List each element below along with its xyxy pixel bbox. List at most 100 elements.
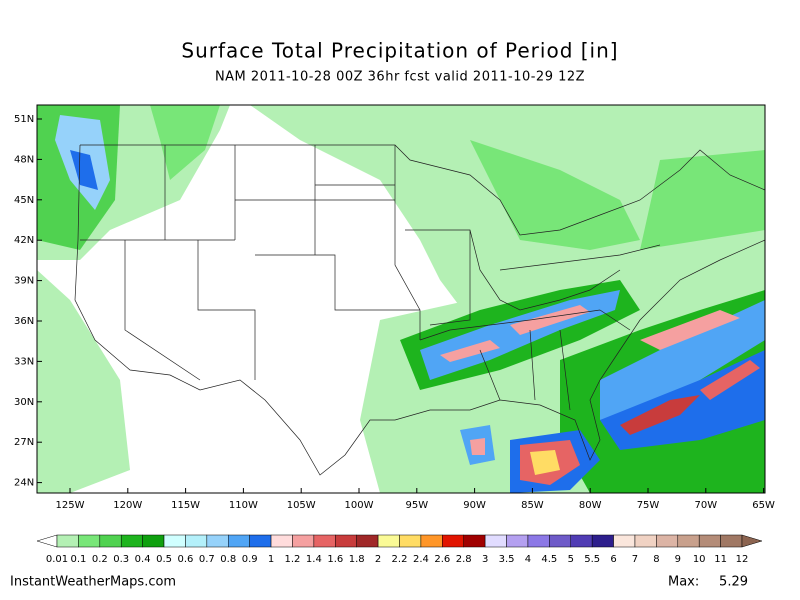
colorbar-label: 1.8 [349,554,365,565]
lat-label: 30N [14,397,34,408]
colorbar-label: 0.8 [220,554,236,565]
colorbar-label: 0.9 [242,554,258,565]
colorbar-label: 0.1 [70,554,86,565]
colorbar-label: 10 [693,554,706,565]
colorbar-label: 0.2 [92,554,108,565]
colorbar-label: 2 [375,554,381,565]
colorbar-swatch [656,534,679,548]
colorbar-swatch [463,534,486,548]
subtitle: NAM 2011-10-28 00Z 36hr fcst valid 2011-… [215,70,585,85]
lon-label: 110W [229,500,258,511]
lon-label: 90W [463,500,486,511]
lon-label: 125W [56,500,85,511]
lat-label: 36N [14,316,34,327]
colorbar-label: 5.5 [584,554,600,565]
colorbar-over [741,534,763,548]
colorbar-swatch [206,534,229,548]
lon-label: 75W [637,500,660,511]
colorbar-label: 1.6 [327,554,343,565]
colorbar-swatch [335,534,357,548]
colorbar-swatch [249,534,272,548]
colorbar-label: 6 [610,554,616,565]
site-name: InstantWeatherMaps.com [10,575,176,590]
colorbar-swatch [78,534,101,548]
colorbar-swatch [527,534,550,548]
colorbar-label: 2.6 [434,554,450,565]
colorbar-swatch [120,534,143,548]
colorbar: 0.01 0.1 0.2 0.3 0.4 0.5 0.6 0.7 0.8 0.9 1 1.2 1.4 1.… [36,534,763,565]
colorbar-swatch [377,534,400,548]
colorbar-label: 1 [268,554,274,565]
lon-label: 65W [752,500,775,511]
colorbar-swatch [228,534,250,548]
lat-label: 33N [14,356,34,367]
colorbar-swatch [698,534,721,548]
colorbar-swatch [634,534,657,548]
lat-label: 51N [14,114,34,125]
colorbar-swatch [56,534,79,548]
map-frame [36,104,766,494]
max-value: 5.29 [719,575,748,590]
colorbar-under [36,534,58,548]
colorbar-label: 7 [632,554,638,565]
colorbar-label: 3 [482,554,488,565]
colorbar-label: 1.2 [285,554,301,565]
colorbar-label: 8 [653,554,659,565]
colorbar-label: 0.4 [135,554,151,565]
colorbar-label: 2.8 [456,554,472,565]
colorbar-label: 0.7 [199,554,215,565]
colorbar-label: 1.4 [306,554,322,565]
colorbar-swatch [677,534,700,548]
title: Surface Total Precipitation of Period [i… [181,39,618,63]
colorbar-label: 2.2 [392,554,408,565]
colorbar-swatch [356,534,379,548]
lat-label: 27N [14,437,34,448]
lon-label: 80W [579,500,602,511]
colorbar-swatch [313,534,336,548]
colorbar-swatch [484,534,507,548]
colorbar-swatch [399,534,422,548]
colorbar-swatch [185,534,208,548]
colorbar-swatch [591,534,614,548]
precipitation-field [37,105,765,493]
colorbar-swatch [292,534,315,548]
colorbar-label: 11 [714,554,727,565]
lat-label: 24N [14,478,34,489]
lon-label: 95W [405,500,428,511]
map [36,104,766,494]
lon-label: 105W [287,500,316,511]
colorbar-swatch [549,534,571,548]
colorbar-label: 2.4 [413,554,429,565]
lat-label: 48N [14,154,34,165]
colorbar-label: 9 [675,554,681,565]
colorbar-label: 0.3 [113,554,129,565]
lon-label: 70W [694,500,717,511]
max-label: Max: [668,575,699,590]
lon-label: 115W [171,500,200,511]
lon-label: 85W [521,500,544,511]
colorbar-swatch [99,534,122,548]
lon-label: 100W [345,500,374,511]
colorbar-swatch [570,534,593,548]
colorbar-label: 0.01 [46,554,68,565]
colorbar-label: 0.5 [156,554,172,565]
colorbar-swatch [506,534,529,548]
colorbar-label: 4 [525,554,531,565]
colorbar-label: 4.5 [541,554,557,565]
colorbar-label: 5 [568,554,574,565]
colorbar-swatch [613,534,636,548]
colorbar-label: 3.5 [499,554,515,565]
boundaries [74,144,766,476]
colorbar-swatch [720,534,743,548]
colorbar-label: 12 [736,554,749,565]
colorbar-swatch [270,534,293,548]
colorbar-swatch [163,534,186,548]
lat-label: 45N [14,195,34,206]
colorbar-swatch [142,534,165,548]
lat-label: 42N [14,235,34,246]
colorbar-label: 0.6 [177,554,193,565]
lat-label: 39N [14,276,34,287]
colorbar-swatch [442,534,464,548]
colorbar-swatch [420,534,443,548]
